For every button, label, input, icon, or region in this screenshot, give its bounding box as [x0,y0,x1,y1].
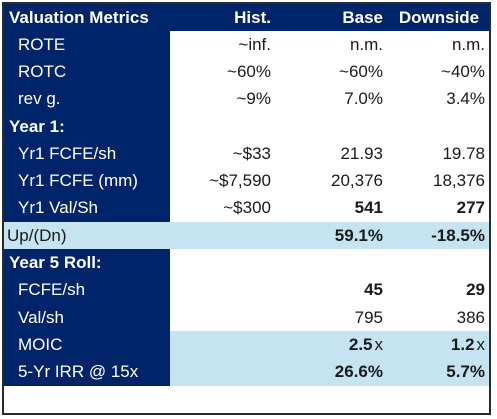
revg-hist: ~9% [236,89,272,109]
row-label-irr: 5-Yr IRR @ 15x [4,358,170,386]
updn-hist [170,222,277,250]
row-label-fcfe-mm: Yr1 FCFE (mm) [4,167,170,195]
header-hist: Hist. [170,4,277,32]
row-label-rote: ROTE [4,31,170,59]
section-year5-blank [170,249,277,276]
row-label-updn: Up/(Dn) [4,222,170,250]
fcfe-sh-hist: ~$33 [232,143,271,163]
moic-down: 1.2 x [389,331,489,359]
moic-base: 2.5 x [277,331,389,359]
header-base: Base [277,4,389,32]
moic-down-value: 1.2 [450,334,475,354]
fcfe-mm-hist: ~$7,590 [209,171,271,191]
val5-down: 386 [456,307,485,327]
irr-hist [170,358,277,386]
moic-down-unit: x [476,334,486,354]
fcfe-mm-down: 18,376 [433,171,485,191]
val-sh-hist: ~$300 [223,198,271,218]
row-label-fcfe5: FCFE/sh [4,276,170,304]
val5-base: 795 [354,307,383,327]
section-year1: Year 1: [4,113,170,141]
val5-hist [170,304,277,331]
fcfe5-hist [170,277,277,304]
row-label-rotc: ROTC [4,58,170,86]
header-metric: Valuation Metrics [4,4,170,32]
revg-base: 7.0% [344,89,383,109]
fcfe5-base: 45 [364,280,383,300]
rote-hist: ~inf. [238,34,271,54]
revg-down: 3.4% [446,89,485,109]
moic-base-value: 2.5 [348,334,373,354]
rote-base: n.m. [349,34,383,54]
fcfe5-down: 29 [466,280,485,300]
header-downside: Downside [389,4,489,32]
row-label-val5: Val/sh [4,303,170,332]
val-sh-down: 277 [456,198,485,218]
moic-base-unit: x [374,334,384,354]
row-label-moic: MOIC [4,331,170,359]
fcfe-mm-base: 20,376 [331,171,383,191]
section-year5-blank [277,249,389,276]
row-label-val-sh: Yr1 Val/Sh [4,194,170,223]
rotc-down: ~40% [441,62,485,82]
section-year5: Year 5 Roll: [4,249,170,277]
irr-base: 26.6% [277,358,389,386]
updn-base: 59.1% [277,222,389,250]
updn-down: -18.5% [389,222,489,250]
section-year1-blank [389,113,489,140]
section-year5-blank [389,249,489,276]
val-sh-base: 541 [354,198,383,218]
valuation-metrics-table: Valuation Metrics Hist. Base Downside RO… [2,2,491,415]
rotc-hist: ~60% [227,62,271,82]
fcfe-sh-base: 21.93 [340,143,383,163]
row-label-fcfe-sh: Yr1 FCFE/sh [4,140,170,168]
irr-down: 5.7% [389,358,489,386]
row-label-revg: rev g. [4,85,170,114]
section-year1-blank [277,113,389,140]
fcfe-sh-down: 19.78 [442,143,485,163]
rotc-base: ~60% [339,62,383,82]
rote-down: n.m. [451,34,485,54]
section-year1-blank [170,113,277,140]
moic-hist [170,331,277,359]
